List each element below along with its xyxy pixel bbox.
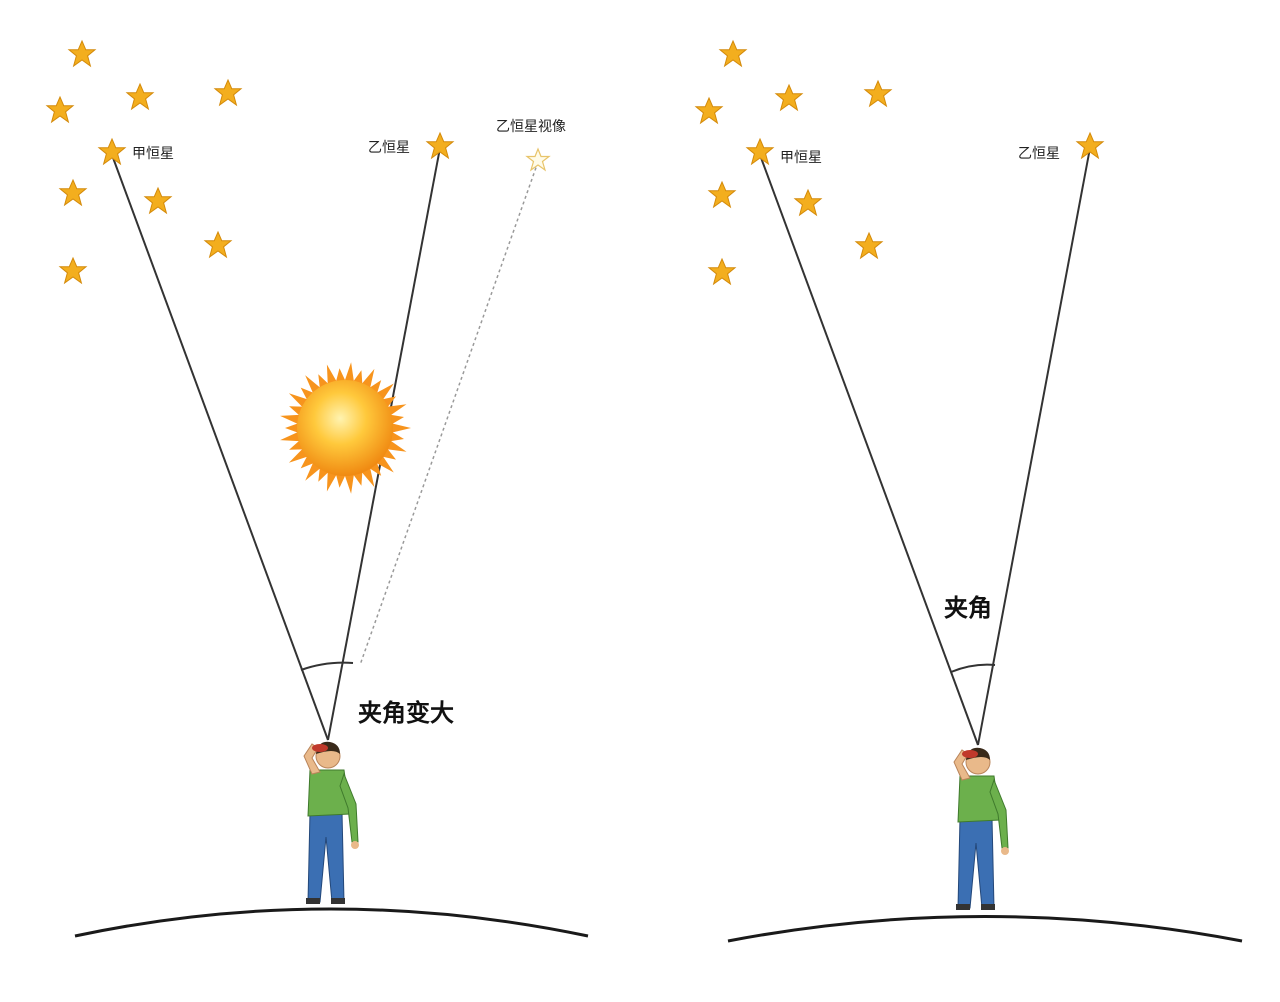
right-ground-curve (727, 915, 1243, 943)
right-angle-label: 夹角 (944, 594, 992, 622)
observer-right-shoe (331, 898, 345, 904)
star-icon (59, 257, 87, 284)
right-sightline-star-a (759, 154, 979, 746)
left-observer-figure (303, 741, 359, 904)
star-icon (775, 84, 803, 111)
observer-right-shoe (981, 904, 995, 910)
left-star-a-label: 甲恒星 (132, 146, 174, 162)
star-icon (214, 79, 242, 106)
observer-left-shoe (306, 898, 320, 904)
star-icon (864, 80, 892, 107)
sun-icon (280, 362, 411, 494)
star-icon (68, 40, 96, 67)
left-star-b (426, 132, 454, 159)
star-icon (144, 187, 172, 214)
right-star-a (746, 138, 774, 165)
star-icon (126, 83, 154, 110)
star-icon (204, 231, 232, 258)
observer-right-hand (1001, 847, 1009, 855)
left-apparent-sightline (359, 161, 539, 666)
observer-hand-over-eyes (312, 744, 328, 752)
star-icon (708, 258, 736, 285)
right-star-a-label: 甲恒星 (780, 150, 822, 166)
observer-left-shoe (956, 904, 970, 910)
observer-jeans (957, 817, 995, 909)
right-observer-figure (953, 747, 1009, 910)
left-angle-label: 夹角变大 (358, 699, 454, 727)
left-star-b-label: 乙恒星 (368, 140, 410, 156)
left-star-a (98, 138, 126, 165)
star-icon (794, 189, 822, 216)
right-star-b (1076, 132, 1104, 159)
left-panel: 甲恒星 乙恒星 乙恒星视像 夹角变大 (46, 40, 589, 938)
left-star-b-apparent-icon (525, 147, 551, 172)
left-angle-arc (300, 661, 354, 671)
sun-core (297, 380, 393, 476)
left-star-b-apparent-label: 乙恒星视像 (496, 119, 566, 135)
right-sightline-star-b (977, 147, 1091, 746)
star-icon (855, 232, 883, 259)
observer-right-hand (351, 841, 359, 849)
left-ground-curve (74, 907, 589, 938)
observer-right-arm (339, 772, 359, 843)
right-angle-arc (950, 663, 996, 673)
observer-jeans (307, 811, 345, 903)
left-background-stars (46, 40, 242, 284)
star-icon (46, 96, 74, 123)
left-sightline-star-a (111, 154, 329, 741)
observer-right-arm (989, 778, 1009, 849)
right-panel: 甲恒星 乙恒星 夹角 (695, 40, 1243, 943)
star-icon (719, 40, 747, 67)
star-icon (708, 181, 736, 208)
right-star-b-label: 乙恒星 (1018, 146, 1060, 162)
star-icon (695, 97, 723, 124)
observer-hand-over-eyes (962, 750, 978, 758)
star-icon (59, 179, 87, 206)
